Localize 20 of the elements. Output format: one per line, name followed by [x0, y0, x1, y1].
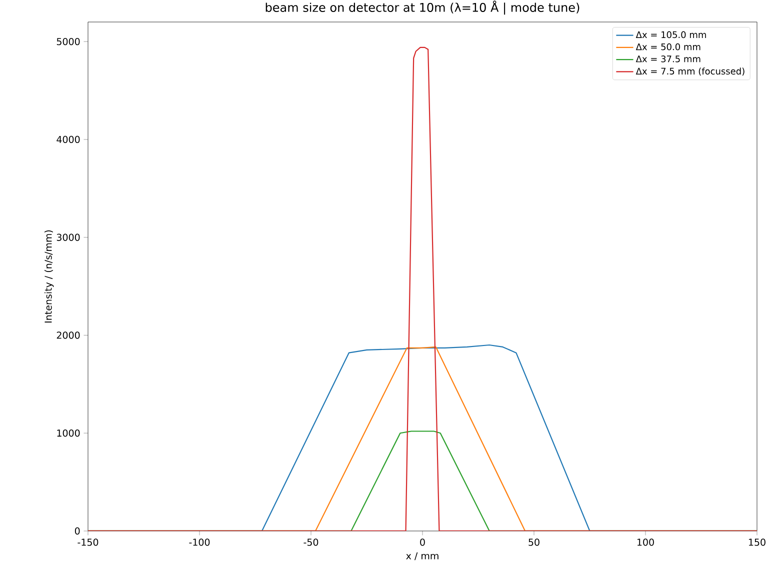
x-tick-label: 100 — [637, 538, 654, 546]
legend-label: Δx = 50.0 mm — [636, 43, 700, 50]
x-tick-label: 0 — [420, 538, 425, 546]
y-axis-title: Intensity / (n/s/mm) — [44, 230, 54, 323]
chart-title: beam size on detector at 10m (λ=10 Å | mode tune) — [266, 0, 580, 15]
x-tick-label: -100 — [189, 538, 210, 546]
legend-label: Δx = 7.5 mm (focussed) — [636, 68, 744, 76]
y-tick-label: 0 — [74, 527, 80, 535]
x-tick-label: -50 — [304, 538, 318, 546]
y-tick-label: 1000 — [57, 430, 80, 437]
y-tick-label: 2000 — [56, 332, 80, 339]
y-tick-label: 5000 — [56, 38, 80, 46]
legend-label: Δx = 37.5 mm — [636, 55, 700, 62]
y-tick-label: 3000 — [56, 234, 80, 241]
legend-label: Δx = 105.0 mm — [636, 31, 706, 38]
x-tick-label: 50 — [528, 538, 540, 546]
x-axis-title: x / mm — [406, 552, 438, 560]
x-tick-label: 150 — [748, 538, 766, 546]
x-tick-label: -150 — [78, 538, 98, 546]
y-tick-label: 4000 — [56, 136, 80, 144]
